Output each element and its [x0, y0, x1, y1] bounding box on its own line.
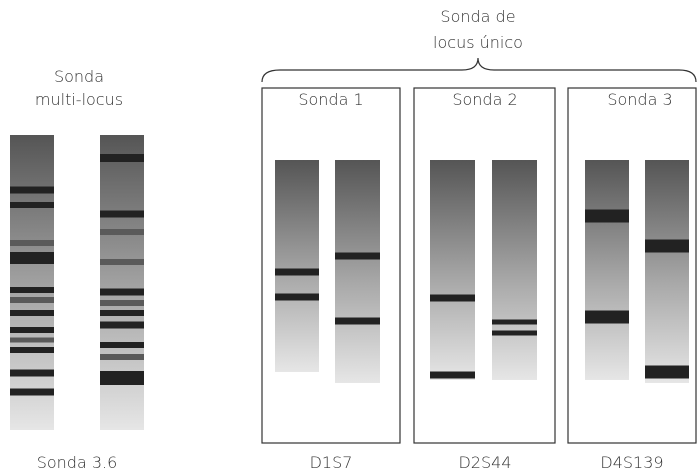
brace	[262, 58, 696, 82]
dna-band	[275, 294, 319, 301]
dna-band	[100, 289, 144, 296]
dna-band	[645, 366, 689, 379]
dna-band	[335, 253, 380, 260]
multi-locus-label: multi-locus	[35, 90, 123, 109]
gel-lane	[100, 135, 144, 430]
probe-title: Sonda 2	[452, 90, 517, 109]
dna-band	[10, 310, 54, 316]
single-locus-label: Sonda de	[440, 7, 515, 26]
dna-band	[430, 295, 475, 302]
probe-title: Sonda 3	[607, 90, 672, 109]
gel-lane	[430, 160, 475, 380]
locus-name: D1S7	[310, 453, 353, 472]
dna-band	[585, 311, 629, 324]
dna-band	[10, 347, 54, 353]
dna-band	[100, 229, 144, 235]
caption: Sonda 3.6	[37, 453, 118, 472]
dna-band	[100, 371, 144, 385]
dna-band	[100, 154, 144, 162]
dna-band	[10, 287, 54, 293]
dna-band	[10, 327, 54, 333]
probe-title: Sonda 1	[298, 90, 363, 109]
multi-locus-label: Sonda	[54, 67, 104, 86]
single-locus-label: locus único	[433, 33, 523, 52]
dna-band	[100, 354, 144, 360]
dna-band	[100, 259, 144, 265]
locus-name: D2S44	[458, 453, 511, 472]
dna-band	[335, 318, 380, 325]
dna-band	[492, 320, 537, 325]
dna-band	[10, 389, 54, 396]
gel-lane	[10, 135, 54, 430]
dna-band	[645, 240, 689, 253]
dna-band	[10, 187, 54, 194]
dna-band	[585, 210, 629, 223]
dna-band	[10, 252, 54, 264]
gel-lane	[275, 160, 319, 372]
dna-band	[100, 310, 144, 316]
gel-lane	[585, 160, 629, 380]
dna-band	[100, 342, 144, 348]
dna-band	[10, 338, 54, 343]
dna-band	[100, 300, 144, 306]
gel-lane	[335, 160, 380, 383]
dna-band	[100, 322, 144, 329]
dna-band	[492, 331, 537, 336]
dna-band	[10, 240, 54, 246]
dna-band	[275, 269, 319, 276]
lanes	[10, 135, 689, 430]
dna-band	[10, 202, 54, 208]
dna-band	[100, 211, 144, 218]
dna-band	[10, 297, 54, 303]
gel-lane	[492, 160, 537, 380]
diagram: Sonda multi-locus Sonda de locus único S…	[0, 0, 697, 475]
gel-lane	[645, 160, 689, 383]
locus-name: D4S139	[600, 453, 663, 472]
dna-band	[430, 372, 475, 379]
dna-band	[10, 370, 54, 377]
